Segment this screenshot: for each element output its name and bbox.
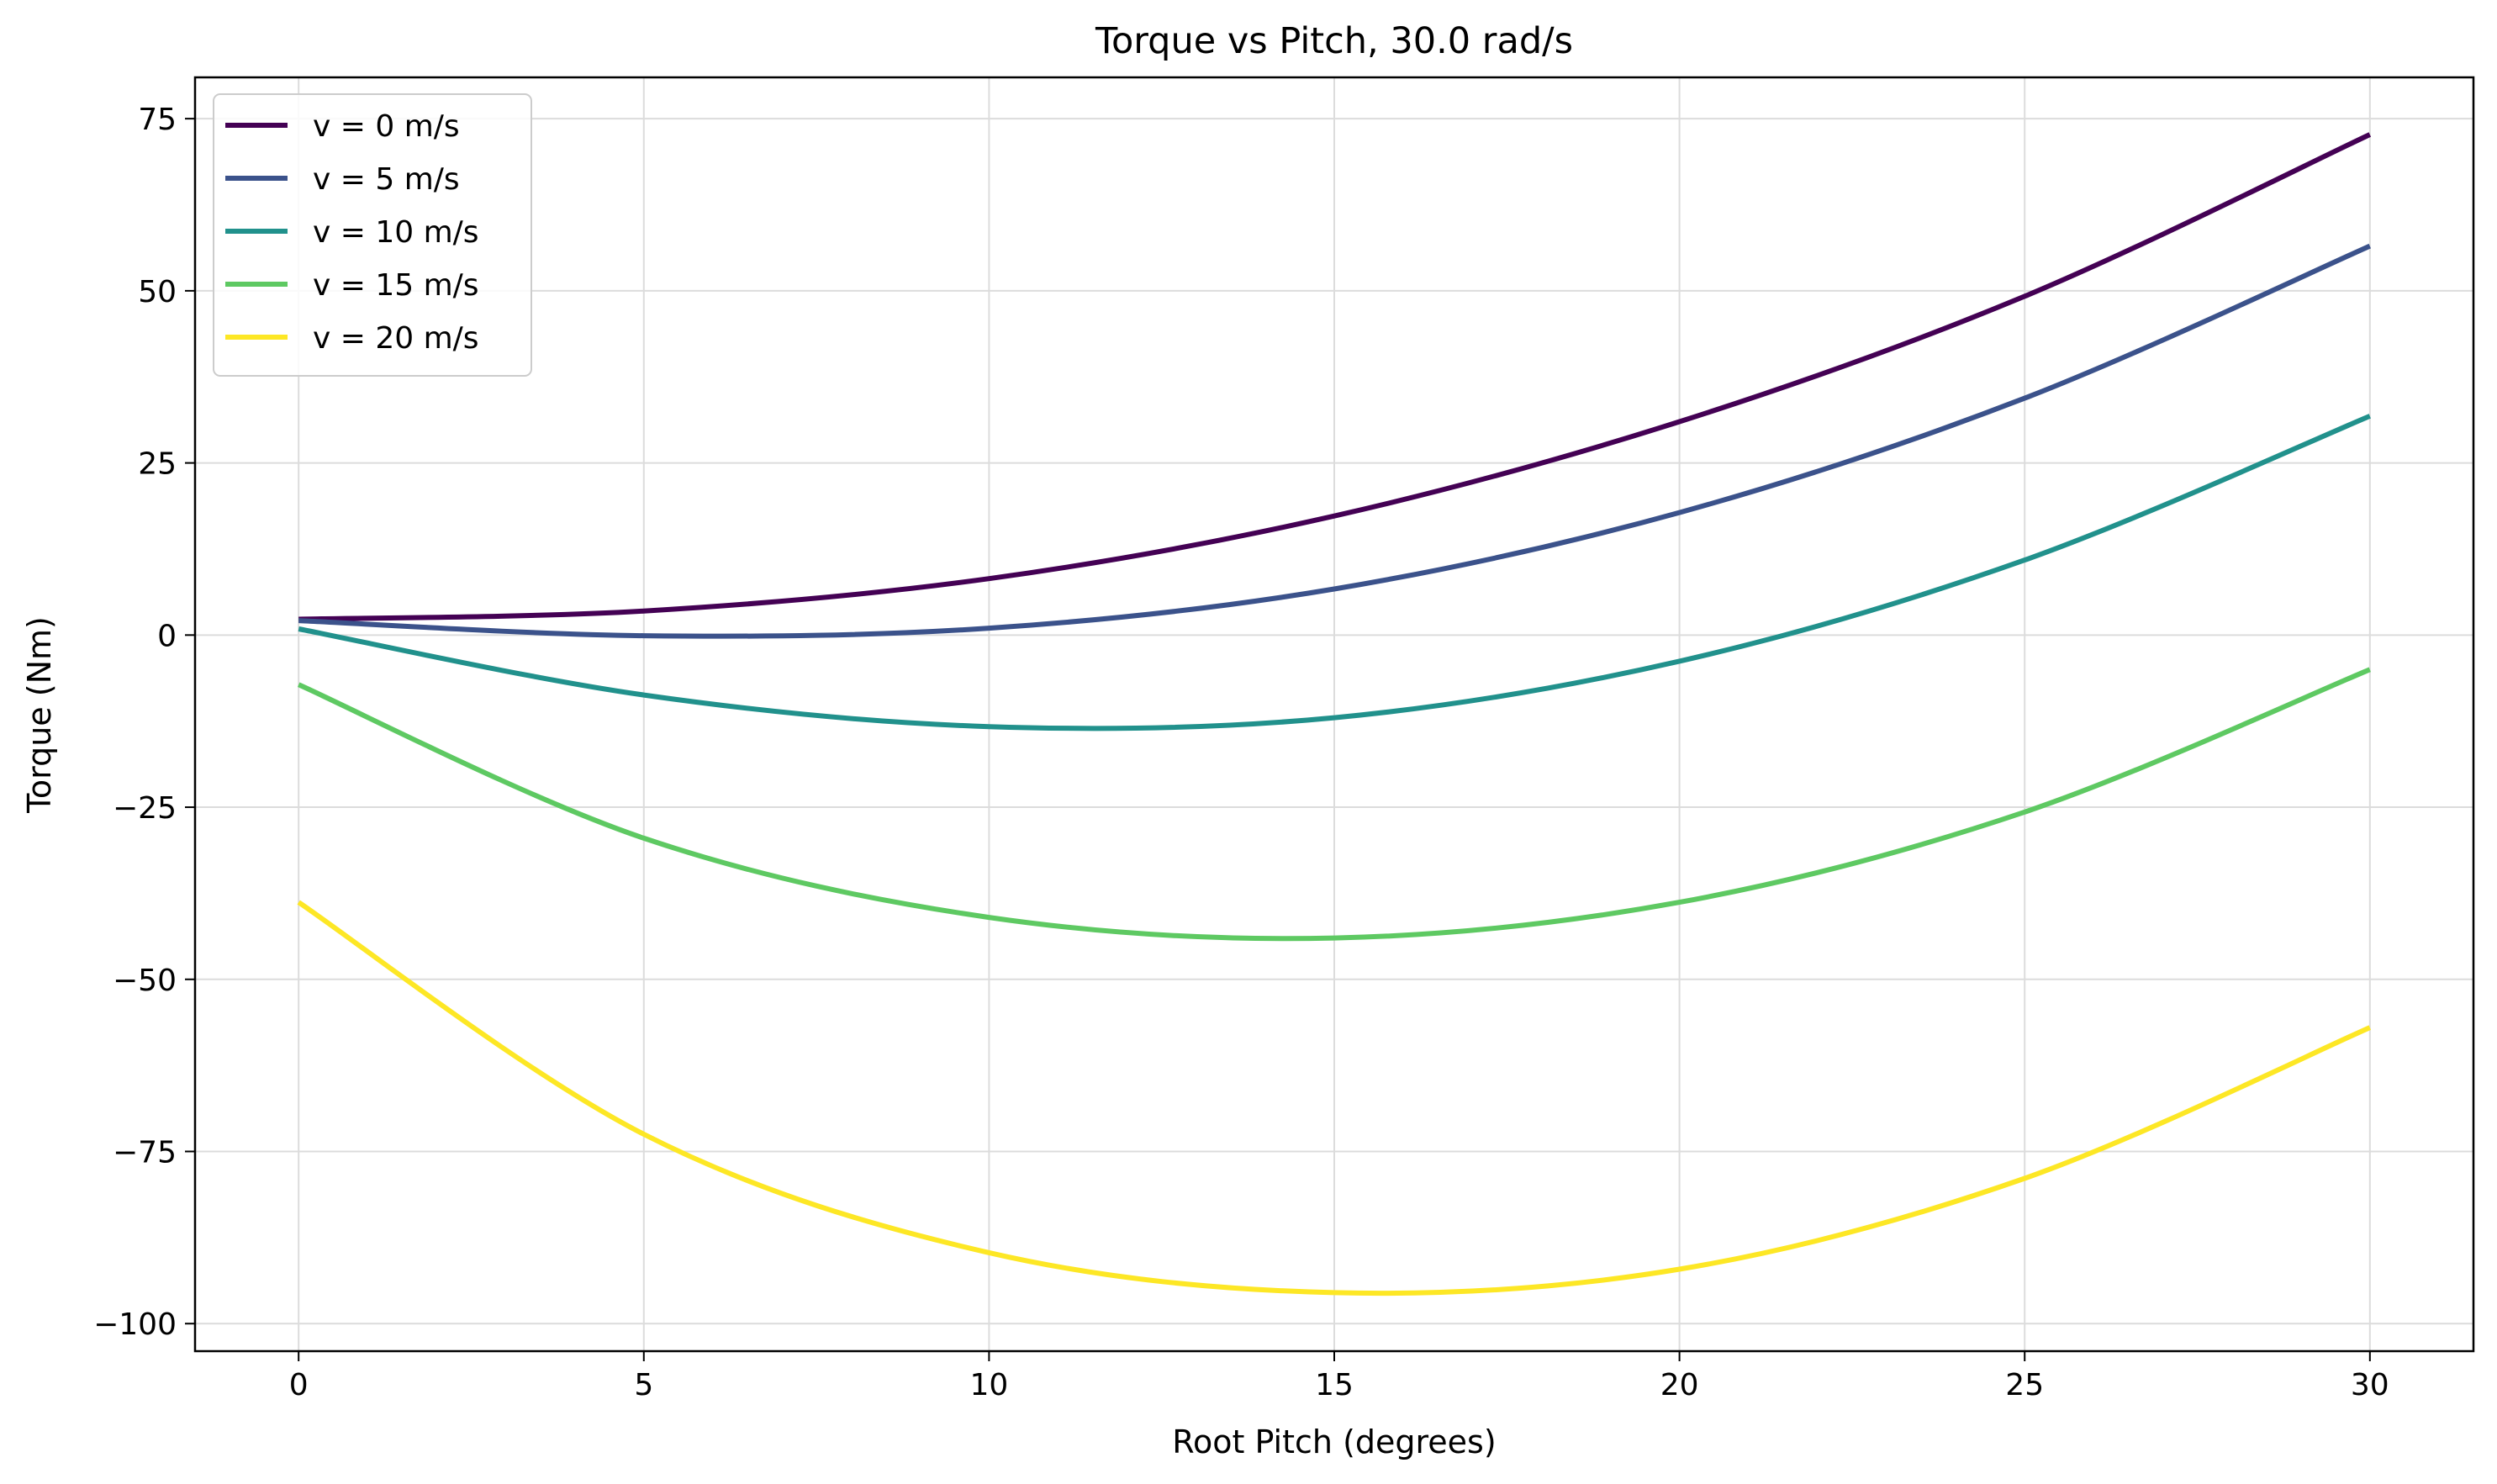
legend-label: v = 10 m/s [313,215,479,250]
series-line-0 [298,132,2372,622]
x-axis-ticks: 0 5 10 15 20 25 30 [289,1351,2389,1402]
series-lines [297,132,2372,1297]
x-axis-label: Root Pitch (degrees) [1172,1423,1496,1460]
y-tick-label: −50 [113,964,177,998]
x-tick-label: 25 [2005,1368,2044,1402]
legend-label: v = 15 m/s [313,268,479,303]
legend-label: v = 20 m/s [313,321,479,356]
legend: v = 0 m/s v = 5 m/s v = 10 m/s v = 15 m/s v … [213,93,532,377]
y-axis-ticks: 75 50 25 0 −25 −50 −75 −100 [93,103,195,1342]
y-tick-label: −100 [93,1307,177,1342]
x-tick-label: 30 [2351,1368,2389,1402]
y-tick-label: 0 [157,619,177,653]
y-axis-label: Torque (Nm) [21,616,58,814]
x-tick-label: 20 [1660,1368,1699,1402]
x-tick-label: 5 [634,1368,653,1402]
series-line-3 [297,667,2371,942]
x-tick-label: 0 [289,1368,309,1402]
x-tick-label: 15 [1315,1368,1354,1402]
series-line-2 [298,414,2371,731]
y-tick-label: −75 [113,1136,177,1170]
y-tick-label: 50 [138,275,177,309]
y-tick-label: 75 [138,103,177,137]
legend-box [213,93,532,377]
x-tick-label: 10 [969,1368,1008,1402]
legend-label: v = 5 m/s [313,162,460,197]
legend-label: v = 0 m/s [313,109,460,144]
chart-title: Torque vs Pitch, 30.0 rad/s [1095,20,1573,62]
y-tick-label: −25 [113,791,177,826]
series-line-1 [298,243,2372,639]
grid [195,77,2473,1351]
series-line-4 [297,900,2372,1297]
y-tick-label: 25 [138,447,177,482]
